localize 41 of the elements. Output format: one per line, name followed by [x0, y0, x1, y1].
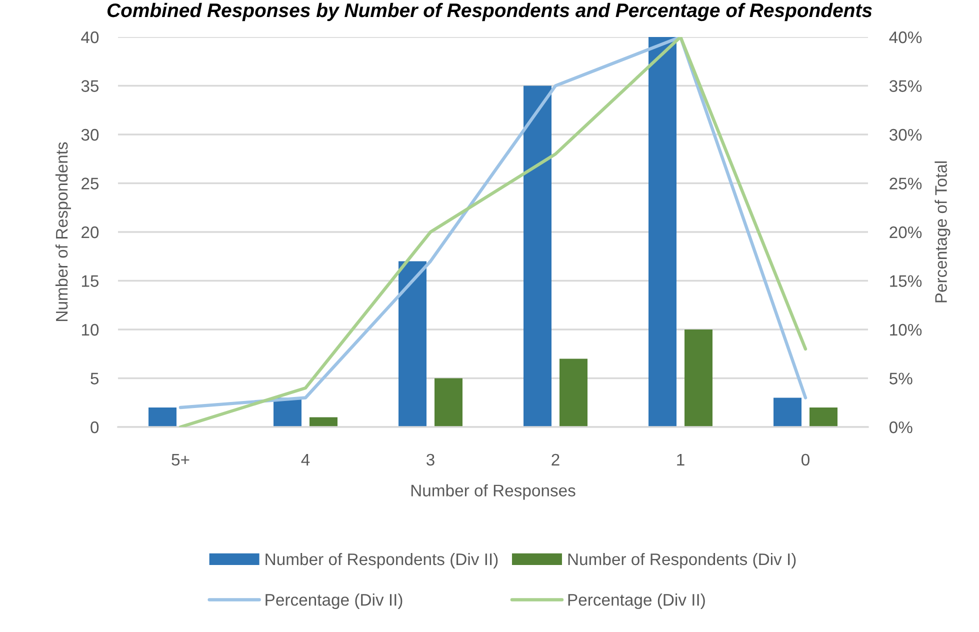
y-tick-label: 25 [82, 178, 99, 190]
x-tick-label: 0 [802, 454, 810, 466]
bar [524, 86, 552, 427]
y2-tick-label: 10% [890, 324, 922, 336]
y2-tick-label: 5% [890, 372, 912, 384]
bar [398, 261, 426, 427]
x-tick-label: 3 [426, 454, 434, 466]
y2-tick-label: 15% [890, 275, 922, 287]
y-axis-title: Number of Respondents [55, 142, 71, 321]
bar [648, 37, 676, 427]
chart-title: Combined Responses by Number of Respondents and Percentage of Respondents [107, 2, 872, 22]
bar [560, 358, 588, 427]
bar [810, 408, 838, 427]
y-tick-label: 0 [90, 421, 99, 434]
y2-tick-label: 35% [889, 80, 922, 92]
x-tick-label: 4 [301, 454, 310, 466]
y2-tick-label: 20% [890, 226, 922, 238]
y-tick-label: 30 [81, 128, 99, 141]
legend-label: Number of Respondents (Div II) [266, 552, 498, 568]
y2-tick-label: 0% [889, 421, 912, 434]
x-tick-label: 1 [677, 454, 684, 466]
y2-tick-label: 30% [889, 128, 922, 141]
bar [434, 378, 462, 427]
bar [684, 330, 712, 427]
y-tick-label: 10 [82, 324, 99, 336]
x-tick-label: 5+ [172, 454, 190, 466]
y2-tick-label: 25% [890, 178, 922, 190]
x-tick-label: 2 [552, 454, 560, 466]
x-axis-title: Number of Responses [411, 484, 576, 500]
y2-axis-title: Percentage of Total [934, 161, 950, 302]
legend-label: Percentage (Div II) [266, 594, 402, 610]
bar [774, 398, 802, 427]
bar [148, 408, 176, 427]
y-tick-label: 15 [82, 275, 99, 287]
y2-tick-label: 40% [889, 31, 922, 44]
y-tick-label: 40 [81, 31, 99, 44]
legend-label: Percentage (Div II) [568, 594, 705, 610]
y-tick-label: 35 [81, 80, 99, 92]
legend-label: Number of Respondents (Div I) [568, 552, 796, 568]
y-tick-label: 20 [82, 226, 99, 238]
y-tick-label: 5 [90, 372, 99, 384]
